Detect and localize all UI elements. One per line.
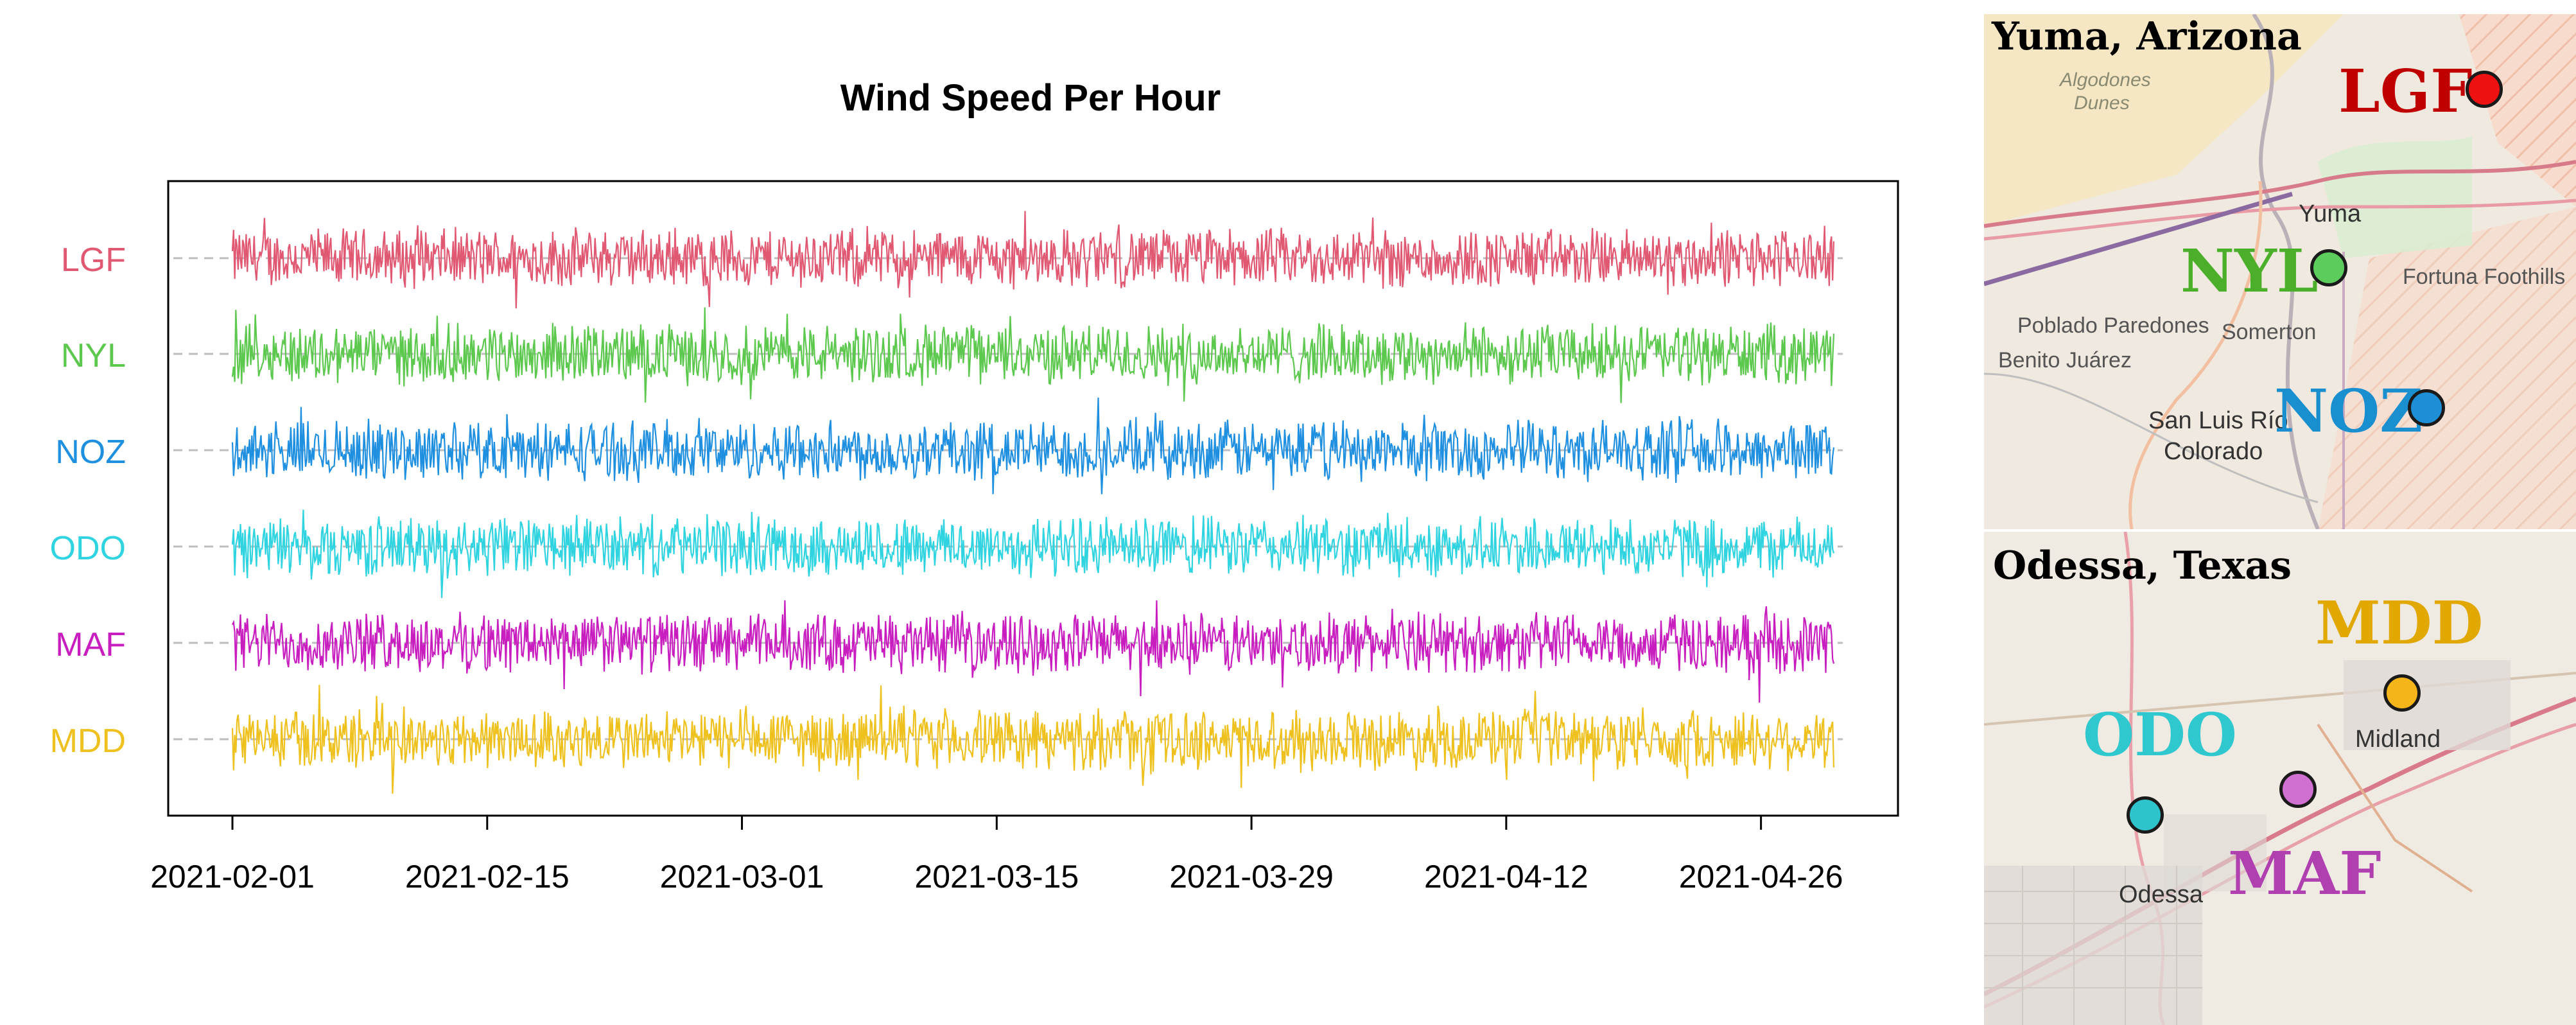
map-yuma: Yuma, Arizona Algodones Dunes Yuma Fortu… (1984, 14, 2576, 529)
wind-speed-chart: Wind Speed Per Hour LGF NYL NOZ ODO MAF MDD 2… (50, 77, 1899, 895)
site-label-noz: NOZ (2274, 376, 2423, 446)
map-yuma-title: Yuma, Arizona (1992, 14, 2302, 59)
x-tick-label: 2021-04-12 (1424, 859, 1588, 895)
map-yuma-background (1984, 14, 2576, 529)
series-label-mdd: MDD (50, 723, 126, 760)
place-algodones: Algodones (2060, 69, 2151, 91)
site-label-odo: ODO (2083, 700, 2238, 769)
place-benito-juarez: Benito Juárez (1998, 348, 2132, 372)
place-san-luis-rio: San Luis Río (2148, 407, 2288, 434)
place-yuma: Yuma (2299, 200, 2362, 227)
map-odessa: Odessa, Texas Midland Odessa MDD ODO MAF (1984, 532, 2576, 1025)
x-tick-label: 2021-03-29 (1169, 859, 1334, 895)
site-label-maf: MAF (2228, 839, 2381, 908)
place-fortuna-foothills: Fortuna Foothills (2403, 265, 2566, 289)
series-line-noz (231, 398, 1835, 495)
site-marker-nyl (2310, 249, 2347, 286)
x-axis: 2021-02-01 2021-02-15 2021-03-01 2021-03-15… (150, 814, 1843, 895)
series-label-maf: MAF (55, 626, 126, 663)
map-odessa-title: Odessa, Texas (1993, 543, 2292, 588)
site-marker-odo (2127, 796, 2164, 834)
place-dunes: Dunes (2074, 92, 2130, 114)
series-label-layer: LGF NYL NOZ ODO MAF MDD (50, 241, 126, 760)
series-line-nyl (231, 307, 1835, 403)
site-label-lgf: LGF (2338, 57, 2473, 126)
series-label-nyl: NYL (61, 337, 126, 374)
site-marker-maf (2279, 771, 2317, 808)
x-tick-label: 2021-03-15 (914, 859, 1079, 895)
series-layer (231, 211, 1835, 794)
place-colorado: Colorado (2164, 438, 2263, 465)
x-tick-label: 2021-03-01 (660, 859, 824, 895)
site-marker-mdd (2383, 674, 2421, 712)
x-tick-label: 2021-02-15 (405, 859, 570, 895)
map-odessa-background (1984, 532, 2576, 1025)
x-tick-label: 2021-04-26 (1679, 859, 1843, 895)
site-marker-noz (2408, 389, 2445, 426)
series-line-mdd (231, 685, 1835, 794)
series-label-odo: ODO (50, 530, 126, 567)
site-marker-lgf (2466, 71, 2503, 108)
site-label-nyl: NYL (2180, 236, 2319, 306)
chart-title: Wind Speed Per Hour (840, 77, 1221, 119)
series-line-lgf (231, 211, 1835, 309)
place-somerton: Somerton (2222, 320, 2317, 344)
series-label-noz: NOZ (55, 434, 126, 471)
series-line-odo (231, 509, 1835, 599)
series-line-maf (232, 600, 1835, 703)
site-label-mdd: MDD (2315, 588, 2484, 658)
series-label-lgf: LGF (61, 241, 126, 279)
place-poblado-paredones: Poblado Paredones (2017, 313, 2209, 338)
x-tick-label: 2021-02-01 (150, 859, 315, 895)
place-midland: Midland (2355, 726, 2441, 753)
place-odessa: Odessa (2119, 881, 2203, 908)
